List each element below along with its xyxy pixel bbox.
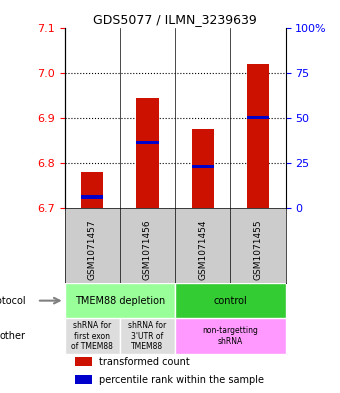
Text: TMEM88 depletion: TMEM88 depletion [75, 296, 165, 306]
Bar [75, 375, 92, 384]
Title: GDS5077 / ILMN_3239639: GDS5077 / ILMN_3239639 [93, 13, 257, 26]
Bar [247, 64, 269, 208]
Text: protocol: protocol [0, 296, 26, 306]
Bar [192, 129, 214, 208]
Text: GSM1071456: GSM1071456 [143, 219, 152, 280]
Bar [136, 97, 158, 208]
Text: non-targetting
shRNA: non-targetting shRNA [202, 326, 258, 346]
Bar [75, 357, 92, 366]
Bar [175, 318, 286, 354]
Bar [81, 172, 103, 208]
Bar [175, 283, 286, 318]
Bar [65, 283, 175, 318]
Bar [81, 195, 103, 198]
Text: shRNA for
3'UTR of
TMEM88: shRNA for 3'UTR of TMEM88 [129, 321, 167, 351]
Bar [247, 116, 269, 119]
Text: shRNA for
first exon
of TMEM88: shRNA for first exon of TMEM88 [71, 321, 113, 351]
Text: control: control [214, 296, 247, 306]
Bar [192, 165, 214, 168]
Text: GSM1071454: GSM1071454 [198, 219, 207, 280]
Bar [120, 318, 175, 354]
Text: percentile rank within the sample: percentile rank within the sample [99, 375, 264, 384]
Text: transformed count: transformed count [99, 357, 189, 367]
Bar [65, 318, 120, 354]
Text: GSM1071457: GSM1071457 [88, 219, 97, 280]
Bar [136, 141, 158, 144]
Text: GSM1071455: GSM1071455 [254, 219, 262, 280]
Text: other: other [0, 331, 26, 341]
